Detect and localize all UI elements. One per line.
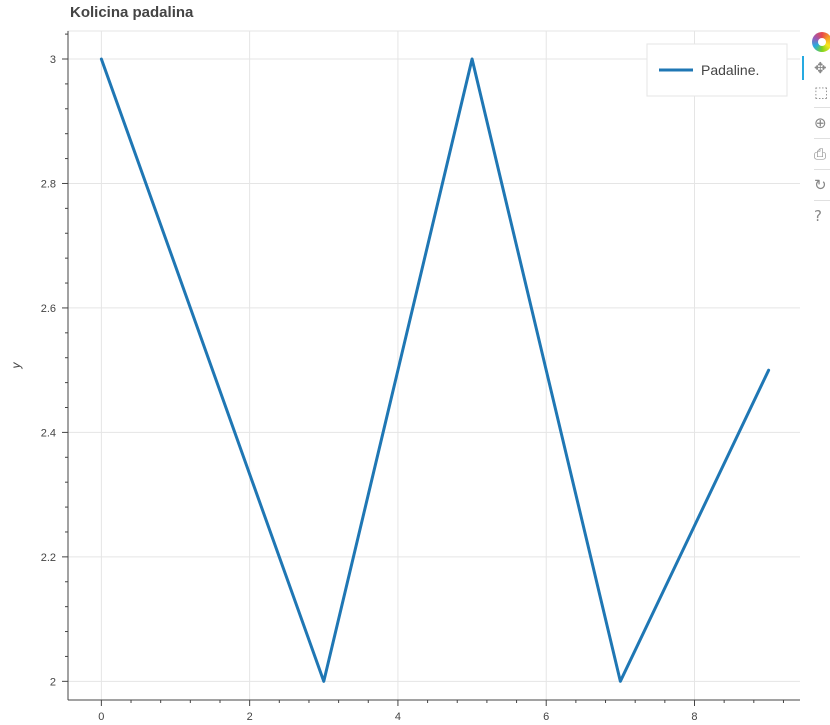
chart-title: Kolicina padalina bbox=[70, 4, 194, 21]
wheel-zoom-tool[interactable]: ⊕ bbox=[802, 111, 830, 135]
axes: 0 2 4 6 8 2 2.2 2.4 2.6 2.8 3 y bbox=[9, 31, 800, 723]
series-layer bbox=[99, 57, 771, 683]
y-tick-label: 2.6 bbox=[41, 303, 56, 315]
x-tick-label: 2 bbox=[247, 711, 253, 723]
reset-tool[interactable]: ↻ bbox=[802, 173, 830, 197]
x-tick-label: 6 bbox=[543, 711, 549, 723]
pan-tool[interactable]: ✥ bbox=[802, 56, 830, 80]
toolbar: ✥ ⬚ ⊕ ⎙ ↻? bbox=[802, 30, 830, 228]
reset-icon: ↻ bbox=[814, 176, 827, 194]
toolbar-separator bbox=[814, 107, 830, 108]
x-tick-label: 0 bbox=[98, 711, 104, 723]
x-tick-label: 4 bbox=[395, 711, 401, 723]
toolbar-separator bbox=[814, 200, 830, 201]
help-tool[interactable]: ? bbox=[802, 204, 830, 228]
help-icon: ? bbox=[814, 207, 822, 225]
save-tool[interactable]: ⎙ bbox=[802, 142, 830, 166]
y-tick-label: 2.2 bbox=[41, 552, 56, 564]
y-tick-label: 3 bbox=[50, 54, 56, 66]
save-icon: ⎙ bbox=[814, 145, 827, 163]
toolbar-separator bbox=[814, 138, 830, 139]
legend-label: Padaline. bbox=[701, 62, 759, 78]
bokeh-logo-icon[interactable] bbox=[802, 30, 830, 56]
grid bbox=[68, 31, 800, 700]
toolbar-separator bbox=[814, 169, 830, 170]
line-chart[interactable]: 0 2 4 6 8 2 2.2 2.4 2.6 2.8 3 y Padaline. bbox=[0, 0, 800, 725]
wheel-zoom-icon: ⊕ bbox=[814, 114, 827, 132]
pan-icon: ✥ bbox=[814, 59, 827, 77]
plot-frame bbox=[67, 30, 800, 701]
x-tick-label: 8 bbox=[691, 711, 697, 723]
box-zoom-tool[interactable]: ⬚ bbox=[802, 80, 830, 104]
y-tick-label: 2.4 bbox=[41, 427, 56, 439]
box-zoom-icon: ⬚ bbox=[814, 83, 829, 101]
y-axis-title: y bbox=[9, 362, 23, 370]
legend[interactable]: Padaline. bbox=[646, 43, 788, 97]
y-tick-label: 2.8 bbox=[41, 178, 56, 190]
y-tick-label: 2 bbox=[50, 676, 56, 688]
series-line[interactable] bbox=[99, 57, 771, 683]
